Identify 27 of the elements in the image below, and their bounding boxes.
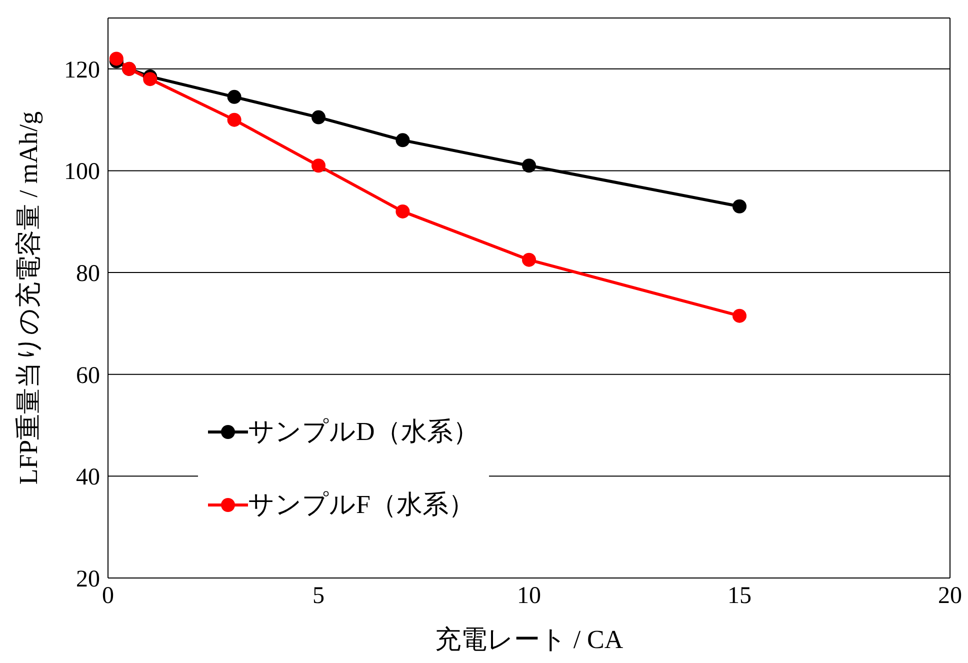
y-tick-label: 100 [64,159,100,186]
y-tick-label: 60 [76,362,100,389]
x-axis-title: 充電レート / CA [434,625,624,654]
point [396,133,410,148]
point [109,52,124,66]
point [396,204,410,218]
point [227,90,242,104]
y-tick-label: 40 [76,464,100,491]
point [143,72,158,86]
point [732,199,746,214]
x-tick-label: 20 [938,583,962,610]
y-axis-title: LFP重量当りの充電容量 / mAh/g [14,111,44,485]
legend-label: サンプルF（水系） [248,489,474,521]
point [312,158,326,173]
point [522,252,536,267]
x-tick-label: 5 [312,583,324,610]
point [732,308,746,323]
x-tick-label: 0 [102,583,114,610]
point [227,112,242,127]
point [522,158,536,173]
x-tick-label: 10 [517,583,541,610]
y-tick-label: 20 [76,566,100,593]
y-tick-label: 120 [64,57,100,84]
y-tick-label: 80 [76,261,100,288]
x-tick-label: 15 [728,583,752,610]
point [312,110,326,124]
legend-label: サンプルD（水系） [248,416,479,448]
